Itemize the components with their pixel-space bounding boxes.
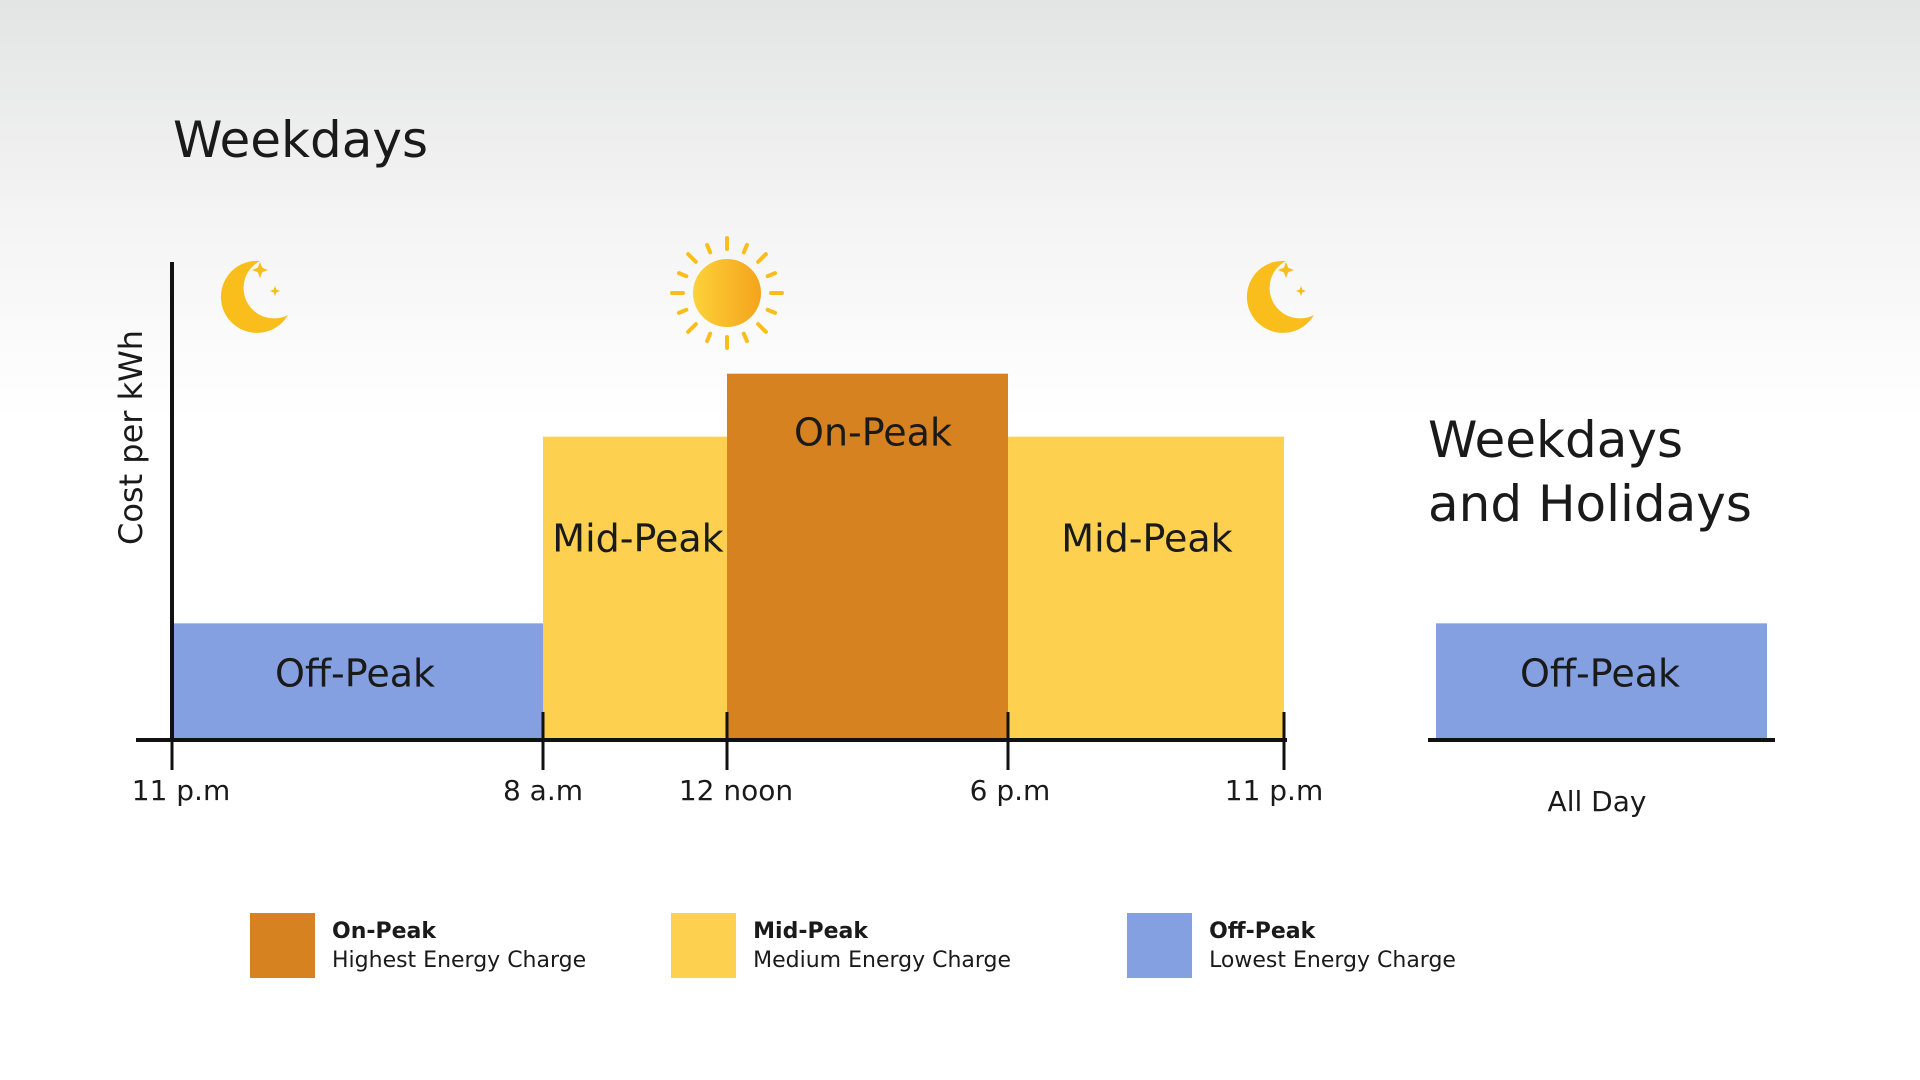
legend-swatch (250, 913, 315, 978)
x-tick-label: 8 a.m (503, 774, 583, 807)
sun-ray (686, 252, 698, 264)
sun-ray (756, 252, 768, 264)
bar-on-peak (727, 373, 1008, 740)
star-shape (252, 262, 268, 278)
legend-text: On-Peak Highest Energy Charge (332, 917, 586, 975)
bar-labels-group: Off-Peak Mid-Peak On-Peak Mid-Peak (275, 411, 1233, 696)
sun-ray (705, 331, 713, 344)
bar-label-on-peak: On-Peak (794, 411, 952, 455)
sun-ray (765, 307, 778, 315)
holidays-title-line-1: Weekdays (1428, 411, 1683, 469)
bar-mid-peak (543, 436, 727, 740)
legend-item-on-peak: On-Peak Highest Energy Charge (250, 913, 586, 978)
bar-label-mid-peak: Mid-Peak (552, 517, 723, 561)
sun-ray (756, 322, 768, 334)
bar-off-peak (172, 623, 543, 740)
time-of-day-icons (220, 236, 1314, 350)
sun-ray (741, 242, 749, 255)
legend-name: On-Peak (332, 918, 437, 944)
moon-icon (1246, 260, 1314, 333)
x-tick-label: 11 p.m (132, 774, 230, 807)
bars-group (172, 373, 1284, 740)
sun-ray (686, 322, 698, 334)
sun-ray (741, 331, 749, 344)
bar-mid-peak (1008, 436, 1284, 740)
moon-crescent (1246, 260, 1314, 333)
sun-disc (693, 259, 761, 327)
legend-swatch (671, 913, 737, 978)
sun-ray (705, 242, 713, 255)
x-tick-label: 12 noon (679, 774, 793, 807)
x-ticks-group: 11 p.m 8 a.m 12 noon 6 p.m 11 p.m (132, 712, 1323, 807)
x-tick-label: 11 p.m (1225, 774, 1323, 807)
sun-icon (670, 236, 784, 350)
axes-group (136, 262, 1287, 742)
moon-icon (220, 260, 288, 333)
holidays-chart: Weekdays and Holidays Off-Peak All Day (1428, 411, 1775, 818)
x-tick-label: 6 p.m (970, 774, 1051, 807)
holidays-bars-group: Off-Peak (1436, 623, 1767, 740)
holidays-title-line-2: and Holidays (1428, 475, 1752, 533)
y-axis-label: Cost per kWh (112, 330, 150, 545)
all-day-label: All Day (1548, 785, 1647, 818)
legend-description: Highest Energy Charge (332, 947, 587, 973)
weekdays-chart: Weekdays Cost per kWh Off-Peak Mid-Peak On… (112, 111, 1323, 807)
star-shape (1296, 286, 1306, 296)
sun-ray (676, 307, 689, 315)
legend: On-Peak Highest Energy Charge Mid-Peak Medi… (250, 913, 1456, 978)
legend-description: Medium Energy Charge (753, 947, 1012, 973)
bar-label-mid-peak: Mid-Peak (1061, 517, 1232, 561)
bar-off-peak (1436, 623, 1767, 740)
sun-ray (765, 271, 778, 279)
sun-ray (676, 271, 689, 279)
legend-item-off-peak: Off-Peak Lowest Energy Charge (1127, 913, 1456, 978)
legend-text: Mid-Peak Medium Energy Charge (753, 917, 1011, 975)
bar-label-off-peak: Off-Peak (275, 651, 435, 695)
holidays-title: Weekdays and Holidays (1428, 411, 1752, 533)
star-shape (270, 286, 280, 296)
legend-text: Off-Peak Lowest Energy Charge (1209, 917, 1456, 975)
legend-item-mid-peak: Mid-Peak Medium Energy Charge (671, 913, 1011, 978)
star-shape (1278, 262, 1294, 278)
legend-name: Off-Peak (1209, 918, 1316, 944)
legend-name: Mid-Peak (753, 918, 868, 944)
chart-title: Weekdays (173, 111, 428, 169)
legend-description: Lowest Energy Charge (1209, 947, 1456, 973)
moon-crescent (220, 260, 288, 333)
bar-label-off-peak: Off-Peak (1520, 651, 1680, 695)
legend-swatch (1127, 913, 1193, 978)
